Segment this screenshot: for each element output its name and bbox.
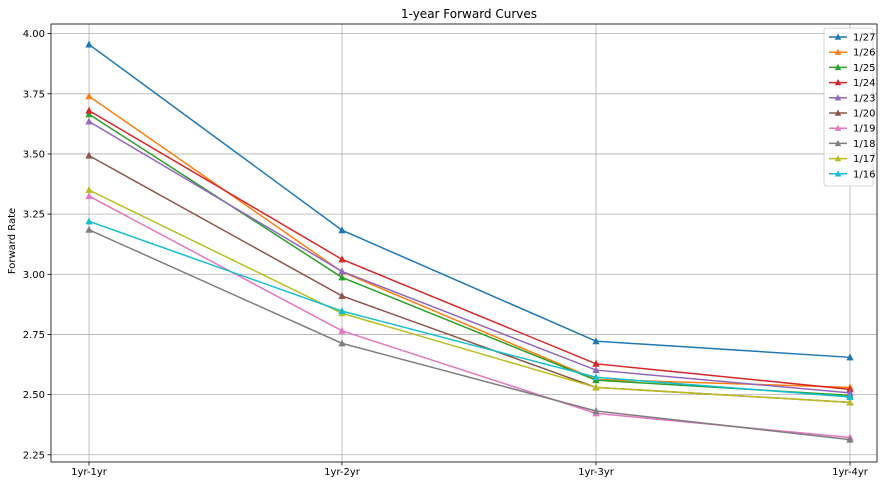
legend-label: 1/24	[853, 78, 875, 89]
plot-frame	[50, 23, 878, 463]
data-point-marker	[85, 186, 93, 194]
data-point-marker	[846, 388, 854, 396]
legend-swatch-marker	[834, 79, 842, 86]
series-line	[88, 120, 851, 394]
data-point-marker	[592, 383, 600, 391]
data-point-marker	[592, 359, 600, 367]
legend-swatch-marker	[834, 139, 842, 147]
legend-swatch-marker	[834, 94, 842, 101]
legend-label: 1/23	[853, 93, 875, 104]
data-point-marker	[85, 217, 93, 225]
y-tick-label: 4.00	[23, 29, 45, 40]
series-1-25	[85, 110, 854, 399]
y-tick-label: 3.50	[23, 149, 45, 160]
x-tick-label: 1yr-3yr	[578, 467, 615, 478]
data-point-marker	[85, 192, 93, 200]
data-point-marker	[592, 373, 600, 381]
axis-layer: 1yr-1yr 1yr-2yr 1yr-3yr 1yr-4yr 2.25 2.50 2.75…	[23, 29, 869, 478]
legend-swatch-marker	[834, 109, 842, 116]
data-point-marker	[338, 255, 346, 263]
data-point-marker	[85, 92, 93, 100]
data-point-marker	[846, 393, 854, 401]
series-line	[88, 220, 851, 398]
series-line	[88, 229, 851, 441]
series-line	[88, 154, 851, 404]
legend-label: 1/20	[853, 109, 875, 120]
data-point-marker	[592, 366, 600, 374]
series-1-18	[85, 225, 854, 443]
data-point-marker	[338, 291, 346, 299]
legend-label: 1/16	[853, 169, 875, 180]
y-axis-label: Forward Rate	[7, 208, 18, 274]
grid-layer	[51, 24, 877, 462]
x-tick-label: 1yr-1yr	[71, 467, 108, 478]
series-line	[88, 109, 851, 391]
data-point-marker	[338, 307, 346, 315]
legend-swatch-marker	[834, 124, 842, 131]
data-point-marker	[85, 225, 93, 233]
data-point-marker	[338, 326, 346, 334]
data-point-marker	[85, 151, 93, 159]
data-point-marker	[338, 339, 346, 347]
series-line	[88, 195, 851, 439]
legend-label: 1/25	[853, 63, 875, 74]
legend-label: 1/18	[853, 139, 875, 150]
legend-label: 1/19	[853, 124, 875, 135]
series-1-23	[85, 117, 854, 396]
data-point-marker	[85, 110, 93, 118]
legend-swatch-marker	[834, 63, 842, 71]
legend-swatch-marker	[834, 155, 842, 162]
data-point-marker	[592, 337, 600, 345]
x-tick-label: 1yr-2yr	[324, 467, 361, 478]
data-point-marker	[338, 267, 346, 275]
data-point-marker	[85, 106, 93, 114]
series-line	[88, 95, 851, 389]
series-1-26	[85, 92, 854, 391]
data-point-marker	[338, 273, 346, 281]
series-1-24	[85, 106, 854, 393]
series-1-19	[85, 192, 854, 441]
data-point-marker	[85, 117, 93, 125]
data-point-marker	[846, 353, 854, 361]
y-tick-label: 3.25	[23, 210, 45, 221]
y-tick-label: 3.75	[23, 89, 45, 100]
data-point-marker	[846, 435, 854, 443]
legend-label: 1/17	[853, 154, 875, 165]
legend-swatch-marker	[834, 33, 842, 40]
series-1-27	[85, 40, 854, 361]
legend-label: 1/27	[853, 33, 875, 44]
series-1-17	[85, 186, 854, 406]
legend: 1/27 1/26 1/25 1/24 1/23 1/20 1/19 1/18 1/17 1/16	[823, 27, 875, 187]
y-tick-label: 3.00	[23, 270, 45, 281]
series-layer	[85, 40, 854, 443]
chart-title: 1-year Forward Curves	[401, 7, 537, 21]
series-1-16	[85, 217, 854, 401]
y-tick-label: 2.25	[23, 450, 45, 461]
series-line	[88, 113, 851, 397]
data-point-marker	[846, 398, 854, 406]
series-line	[88, 43, 851, 359]
legend-swatch-marker	[834, 170, 842, 177]
series-line	[88, 189, 851, 404]
y-tick-label: 2.75	[23, 330, 45, 341]
legend-label: 1/26	[853, 48, 875, 59]
y-tick-label: 2.50	[23, 390, 45, 401]
legend-swatch-marker	[834, 48, 842, 55]
data-point-marker	[846, 385, 854, 393]
data-point-marker	[592, 406, 600, 414]
x-tick-label: 1yr-4yr	[832, 467, 869, 478]
data-point-marker	[338, 226, 346, 234]
series-1-20	[85, 151, 854, 406]
data-point-marker	[85, 40, 93, 48]
